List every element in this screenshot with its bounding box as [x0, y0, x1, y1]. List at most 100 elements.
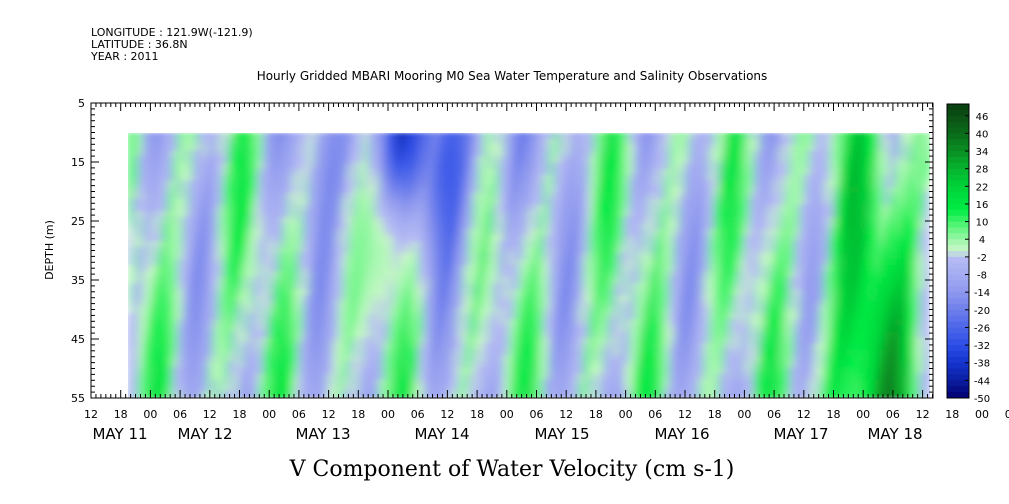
- heatmap-cell: [618, 204, 625, 212]
- heatmap-cell: [212, 307, 219, 315]
- heatmap-cell: [262, 186, 269, 194]
- heatmap-cell: [729, 289, 736, 297]
- heatmap-cell: [633, 289, 640, 297]
- heatmap-cell: [378, 252, 385, 260]
- heatmap-cell: [353, 234, 360, 242]
- heatmap-cell: [433, 180, 440, 188]
- heatmap-cell: [207, 252, 214, 260]
- heatmap-cell: [749, 252, 756, 260]
- heatmap-cell: [292, 138, 299, 146]
- heatmap-cell: [623, 210, 630, 218]
- heatmap-cell: [167, 252, 174, 260]
- heatmap-cell: [668, 222, 675, 230]
- heatmap-cell: [804, 265, 811, 273]
- heatmap-cell: [658, 228, 665, 236]
- heatmap-cell: [508, 216, 515, 224]
- heatmap-cell: [799, 234, 806, 242]
- heatmap-cell: [403, 144, 410, 152]
- heatmap-cell: [157, 198, 164, 206]
- heatmap-cell: [353, 228, 360, 236]
- heatmap-cell: [443, 295, 450, 303]
- heatmap-cell: [438, 271, 445, 279]
- heatmap-cell: [528, 180, 535, 188]
- heatmap-cell: [794, 138, 801, 146]
- heatmap-cell: [277, 252, 284, 260]
- heatmap-cell: [187, 210, 194, 218]
- heatmap-cell: [618, 258, 625, 266]
- heatmap-cell: [799, 156, 806, 164]
- heatmap-cell: [583, 265, 590, 273]
- heatmap-cell: [307, 204, 314, 212]
- heatmap-cell: [508, 204, 515, 212]
- heatmap-cell: [152, 210, 159, 218]
- heatmap-cell: [528, 210, 535, 218]
- heatmap-cell: [829, 198, 836, 206]
- heatmap-cell: [613, 240, 620, 248]
- heatmap-cell: [463, 144, 470, 152]
- heatmap-cell: [708, 138, 715, 146]
- heatmap-cell: [774, 216, 781, 224]
- heatmap-cell: [593, 252, 600, 260]
- heatmap-cell: [503, 307, 510, 315]
- heatmap-cell: [553, 144, 560, 152]
- heatmap-cell: [869, 192, 876, 200]
- heatmap-cell: [508, 186, 515, 194]
- heatmap-cell: [754, 133, 761, 140]
- heatmap-cell: [137, 283, 144, 291]
- heatmap-cell: [438, 156, 445, 164]
- heatmap-cell: [292, 228, 299, 236]
- heatmap-cell: [167, 174, 174, 182]
- heatmap-cell: [483, 313, 490, 321]
- heatmap-cell: [187, 192, 194, 200]
- heatmap-cell: [513, 192, 520, 200]
- heatmap-cell: [488, 216, 495, 224]
- heatmap-cell: [884, 228, 891, 236]
- heatmap-cell: [834, 210, 841, 218]
- heatmap-cell: [774, 265, 781, 273]
- heatmap-cell: [879, 186, 886, 194]
- heatmap-cell: [252, 252, 259, 260]
- heatmap-cell: [864, 186, 871, 194]
- heatmap-cell: [608, 240, 615, 248]
- heatmap-cell: [232, 174, 239, 182]
- heatmap-cell: [919, 162, 926, 170]
- heatmap-cell: [608, 168, 615, 176]
- heatmap-cell: [764, 228, 771, 236]
- heatmap-cell: [583, 186, 590, 194]
- heatmap-cell: [227, 283, 234, 291]
- heatmap-cell: [688, 174, 695, 182]
- heatmap-cell: [829, 210, 836, 218]
- heatmap-cell: [128, 234, 134, 242]
- heatmap-cell: [879, 234, 886, 242]
- heatmap-cell: [403, 162, 410, 170]
- heatmap-cell: [573, 150, 580, 158]
- heatmap-cell: [553, 289, 560, 297]
- heatmap-cell: [202, 216, 209, 224]
- heatmap-cell: [503, 222, 510, 230]
- heatmap-cell: [328, 283, 335, 291]
- heatmap-cell: [924, 265, 930, 273]
- heatmap-cell: [142, 174, 149, 182]
- heatmap-cell: [653, 174, 660, 182]
- heatmap-cell: [794, 246, 801, 254]
- heatmap-cell: [282, 144, 289, 152]
- heatmap-cell: [458, 133, 465, 140]
- heatmap-cell: [874, 313, 881, 321]
- heatmap-cell: [613, 265, 620, 273]
- heatmap-cell: [473, 277, 480, 285]
- heatmap-cell: [703, 283, 710, 291]
- heatmap-cell: [543, 133, 550, 140]
- heatmap-cell: [333, 271, 340, 279]
- heatmap-cell: [538, 228, 545, 236]
- heatmap-cell: [588, 162, 595, 170]
- heatmap-cell: [147, 144, 154, 152]
- heatmap-cell: [167, 222, 174, 230]
- heatmap-cell: [608, 258, 615, 266]
- heatmap-cell: [453, 283, 460, 291]
- heatmap-cell: [513, 234, 520, 242]
- heatmap-cell: [363, 192, 370, 200]
- heatmap-cell: [473, 204, 480, 212]
- heatmap-cell: [322, 162, 329, 170]
- heatmap-cell: [423, 133, 430, 140]
- heatmap-cell: [212, 240, 219, 248]
